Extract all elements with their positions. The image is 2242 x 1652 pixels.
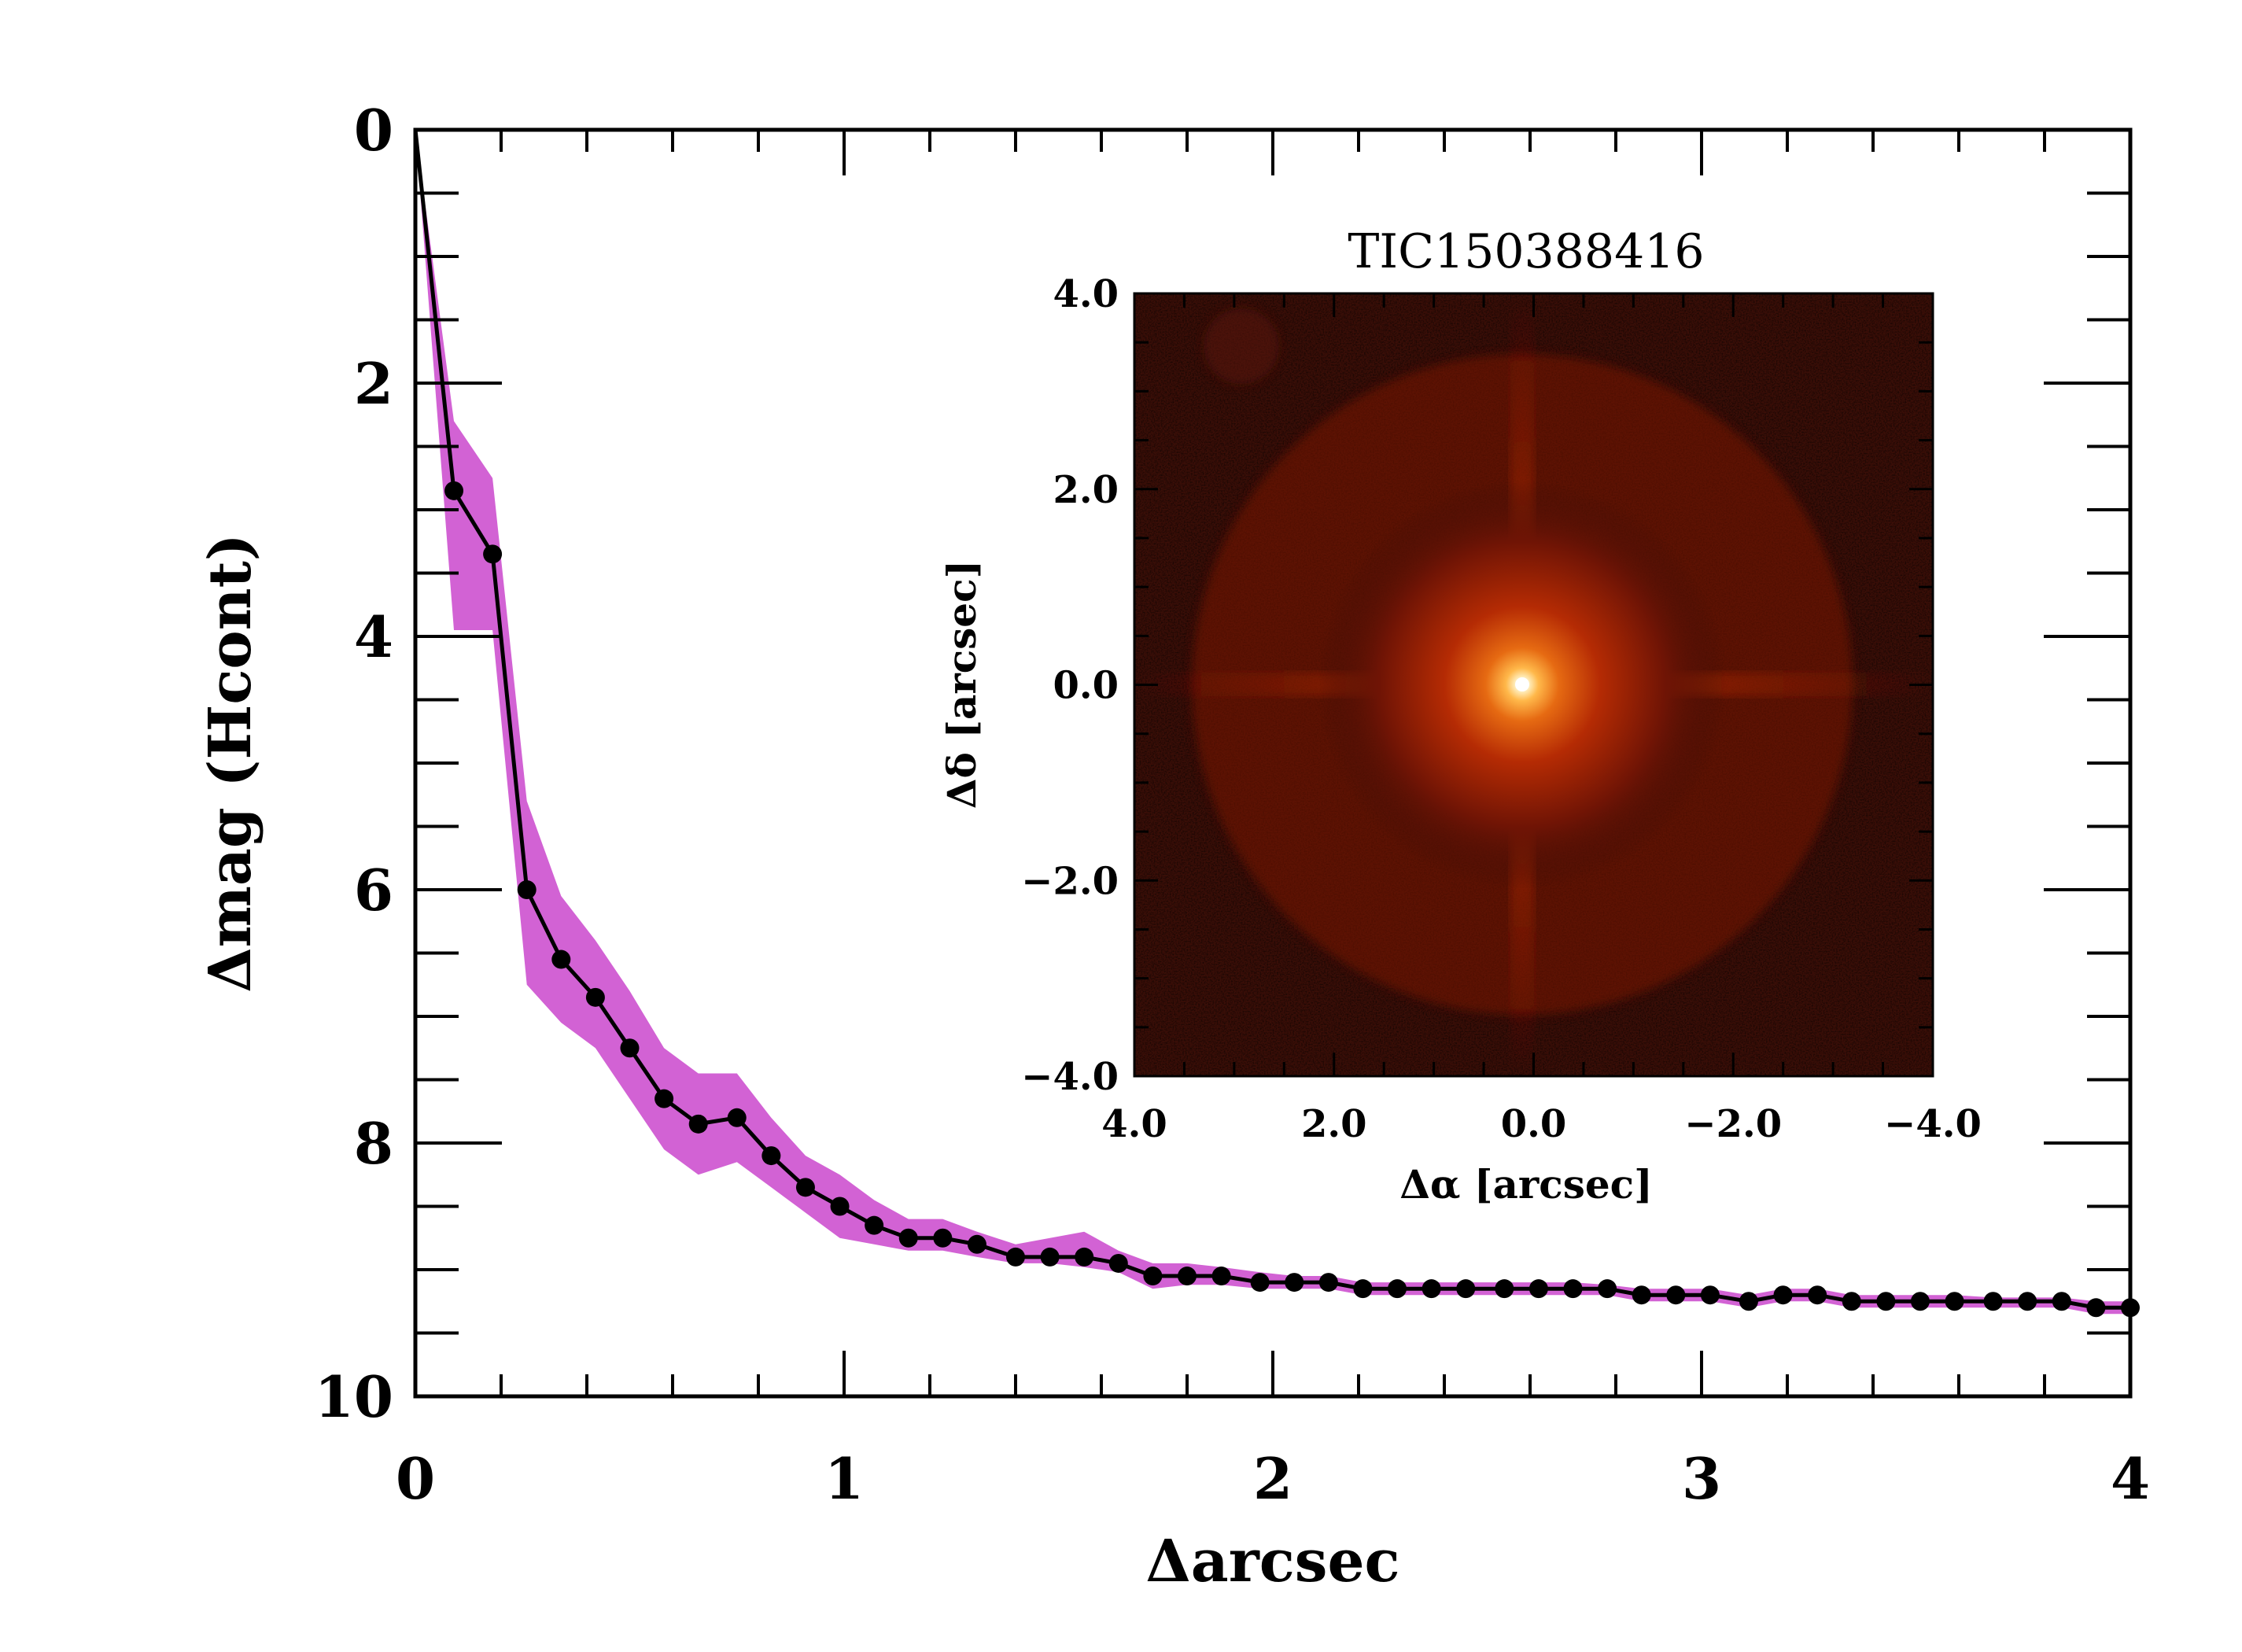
data-point [865, 1215, 884, 1235]
x-tick-label: 0 [396, 1445, 435, 1512]
data-point [1528, 1279, 1548, 1299]
data-point [1143, 1267, 1163, 1286]
psf-image [1134, 293, 1933, 1076]
y-tick-label: 2 [354, 350, 393, 417]
data-point [1040, 1247, 1060, 1267]
data-point [1456, 1279, 1476, 1299]
data-point [1598, 1279, 1617, 1299]
inset-x-tick-label: 2.0 [1301, 1102, 1367, 1146]
inset-x-axis-label: Δα [arcsec] [1399, 1161, 1653, 1208]
data-point [898, 1228, 918, 1248]
data-point [1211, 1267, 1231, 1286]
y-tick-label: 4 [354, 603, 393, 670]
data-point [1353, 1279, 1373, 1299]
x-tick-label: 1 [824, 1445, 864, 1512]
data-point [585, 987, 605, 1007]
data-point [830, 1197, 850, 1216]
data-point [1422, 1279, 1441, 1299]
inset-y-tick-labels: 4.0 2.0 0.0 −2.0 −4.0 [1021, 272, 1119, 1099]
data-point [1666, 1285, 1686, 1305]
data-point [1739, 1292, 1758, 1311]
data-point [1563, 1279, 1583, 1299]
inset-y-tick-label: −4.0 [1021, 1055, 1119, 1099]
data-point [2052, 1292, 2071, 1311]
inset-image-panel: 4.0 2.0 0.0 −2.0 −4.0 4.0 2.0 0.0 −2.0 −4.0 TIC1… [938, 224, 1982, 1208]
data-point [967, 1234, 986, 1254]
data-point [761, 1146, 781, 1166]
data-point [1495, 1279, 1514, 1299]
inset-y-axis-label: Δδ [arcsec] [938, 560, 985, 809]
data-point [1983, 1292, 2003, 1311]
data-point [620, 1038, 640, 1058]
data-point [2018, 1292, 2037, 1311]
inset-x-tick-label: 4.0 [1101, 1102, 1167, 1146]
inset-x-tick-label: −2.0 [1684, 1102, 1782, 1146]
y-tick-label: 8 [354, 1110, 393, 1177]
data-point [1388, 1279, 1407, 1299]
data-point [1842, 1292, 1861, 1311]
data-point [1006, 1247, 1025, 1267]
data-point [933, 1228, 953, 1248]
x-tick-label: 2 [1253, 1445, 1292, 1512]
data-point [1632, 1285, 1651, 1305]
data-point [1773, 1285, 1793, 1305]
inset-y-tick-label: 0.0 [1053, 664, 1119, 708]
psf-core [1515, 677, 1529, 691]
inset-axis-ticks [1133, 292, 1934, 1078]
data-point [1250, 1273, 1270, 1292]
data-point [1910, 1292, 1930, 1311]
data-point [1700, 1285, 1720, 1305]
data-point [1178, 1267, 1197, 1286]
main-y-axis-label: Δmag (Hcont) [197, 533, 264, 993]
data-point [795, 1178, 815, 1197]
inset-x-tick-labels: 4.0 2.0 0.0 −2.0 −4.0 [1101, 1102, 1982, 1146]
data-point [444, 481, 464, 500]
inset-title: TIC150388416 [1348, 224, 1704, 279]
data-point [655, 1089, 674, 1108]
inset-y-tick-label: 4.0 [1053, 272, 1119, 316]
main-y-tick-labels: 0 2 4 6 8 10 [315, 97, 393, 1430]
data-point [1318, 1273, 1338, 1292]
data-point [517, 880, 537, 899]
data-points [444, 481, 2140, 1318]
main-axis-ticks [414, 128, 2132, 1398]
main-x-axis-label: Δarcsec [1145, 1528, 1399, 1595]
y-tick-label: 0 [354, 97, 393, 164]
inset-x-tick-label: 0.0 [1501, 1102, 1567, 1146]
y-tick-label: 6 [354, 857, 393, 924]
main-x-tick-labels: 0 1 2 3 4 [396, 1445, 2150, 1512]
data-point [688, 1114, 708, 1134]
data-point [1285, 1273, 1304, 1292]
data-point [483, 544, 503, 564]
data-point [1876, 1292, 1896, 1311]
data-point [2086, 1298, 2106, 1318]
data-point [1945, 1292, 1964, 1311]
data-point [1808, 1285, 1827, 1305]
data-point [551, 950, 571, 969]
data-point [727, 1108, 747, 1127]
y-tick-label: 10 [315, 1363, 393, 1430]
x-tick-label: 3 [1682, 1445, 1721, 1512]
data-point [1075, 1247, 1094, 1267]
data-point [1108, 1253, 1128, 1273]
faint-feature [1204, 308, 1279, 384]
inset-y-tick-label: 2.0 [1053, 468, 1119, 512]
inset-x-tick-label: −4.0 [1884, 1102, 1982, 1146]
x-tick-label: 4 [2111, 1445, 2150, 1512]
inset-y-tick-label: −2.0 [1021, 859, 1119, 903]
main-plot: 0 1 2 3 4 0 2 4 6 8 10 Δarcsec Δmag (Hcont) [197, 97, 2150, 1595]
